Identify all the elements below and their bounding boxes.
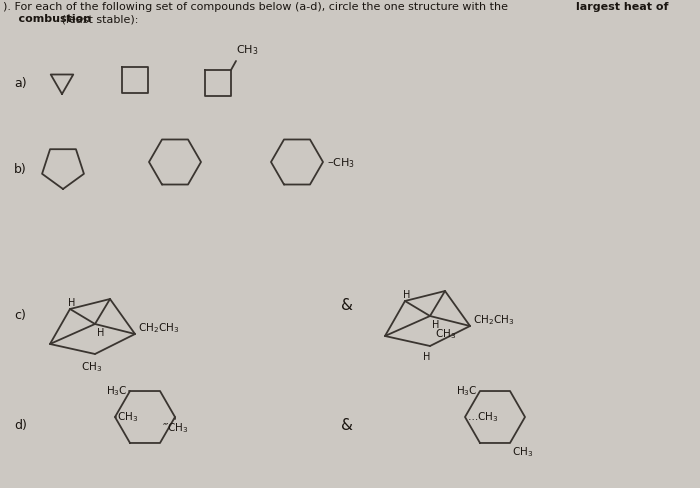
Text: H: H [97, 327, 104, 337]
Text: H$_3$C: H$_3$C [456, 384, 478, 397]
Text: ‴CH$_3$: ‴CH$_3$ [162, 420, 188, 434]
Text: &: & [341, 417, 353, 431]
Text: c): c) [14, 308, 26, 321]
Text: CH$_2$CH$_3$: CH$_2$CH$_3$ [473, 312, 514, 326]
Text: CH$_3$: CH$_3$ [236, 43, 258, 57]
Text: b): b) [14, 163, 27, 176]
Text: H$_3$C: H$_3$C [106, 384, 128, 397]
Text: …CH$_3$: …CH$_3$ [467, 409, 498, 423]
Text: CH$_2$CH$_3$: CH$_2$CH$_3$ [138, 321, 179, 334]
Text: CH$_3$: CH$_3$ [512, 444, 533, 458]
Text: CH$_3$: CH$_3$ [81, 359, 103, 373]
Text: H: H [432, 319, 440, 329]
Text: H: H [403, 289, 411, 299]
Text: CH$_3$: CH$_3$ [117, 409, 138, 423]
Text: combustion: combustion [3, 14, 91, 24]
Text: a): a) [14, 76, 27, 89]
Text: largest heat of: largest heat of [576, 2, 668, 12]
Text: –CH$_3$: –CH$_3$ [327, 156, 355, 169]
Text: d): d) [14, 418, 27, 430]
Text: (least stable):: (least stable): [58, 14, 139, 24]
Text: H: H [69, 297, 76, 307]
Text: &: & [341, 297, 353, 312]
Text: H: H [424, 351, 430, 361]
Text: ). For each of the following set of compounds below (a-d), circle the one struct: ). For each of the following set of comp… [3, 2, 512, 12]
Text: CH$_3$: CH$_3$ [435, 326, 456, 340]
